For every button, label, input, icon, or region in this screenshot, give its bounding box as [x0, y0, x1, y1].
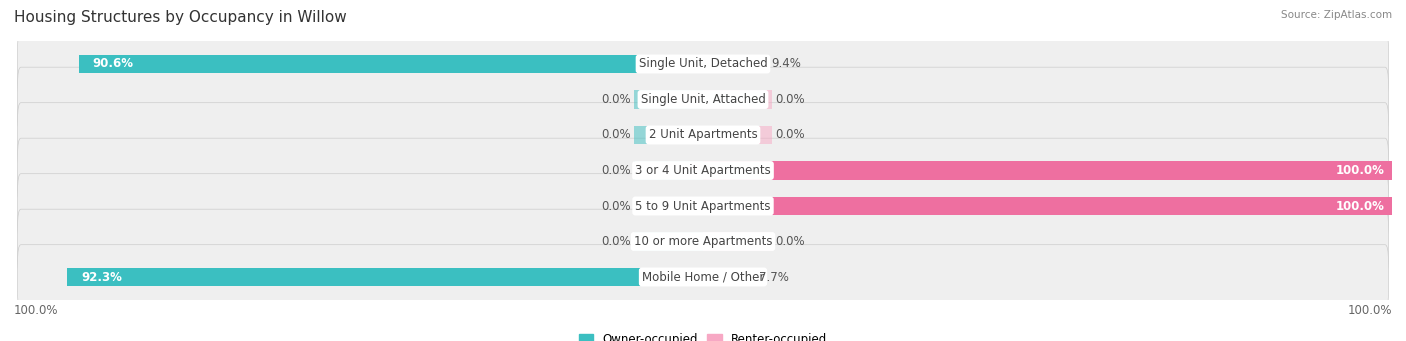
Text: Single Unit, Detached: Single Unit, Detached — [638, 58, 768, 71]
Text: Mobile Home / Other: Mobile Home / Other — [641, 270, 765, 283]
Bar — [634, 126, 703, 144]
Bar — [703, 126, 772, 144]
Text: Single Unit, Attached: Single Unit, Attached — [641, 93, 765, 106]
Text: 0.0%: 0.0% — [600, 199, 631, 212]
FancyBboxPatch shape — [17, 174, 1389, 238]
Legend: Owner-occupied, Renter-occupied: Owner-occupied, Renter-occupied — [574, 329, 832, 341]
FancyBboxPatch shape — [17, 245, 1389, 309]
Text: Housing Structures by Occupancy in Willow: Housing Structures by Occupancy in Willo… — [14, 10, 347, 25]
Text: 0.0%: 0.0% — [600, 93, 631, 106]
Text: 90.6%: 90.6% — [93, 58, 134, 71]
Bar — [634, 197, 703, 215]
Text: 0.0%: 0.0% — [775, 93, 806, 106]
Bar — [634, 161, 703, 180]
FancyBboxPatch shape — [17, 138, 1389, 203]
Text: 0.0%: 0.0% — [600, 164, 631, 177]
Text: 0.0%: 0.0% — [600, 129, 631, 142]
FancyBboxPatch shape — [17, 209, 1389, 274]
Bar — [703, 55, 768, 73]
Text: 9.4%: 9.4% — [772, 58, 801, 71]
Bar — [79, 55, 703, 73]
Bar — [703, 197, 1392, 215]
Text: 0.0%: 0.0% — [775, 235, 806, 248]
Text: 10 or more Apartments: 10 or more Apartments — [634, 235, 772, 248]
Bar — [67, 268, 703, 286]
Text: 100.0%: 100.0% — [1336, 199, 1385, 212]
Text: 5 to 9 Unit Apartments: 5 to 9 Unit Apartments — [636, 199, 770, 212]
Bar — [634, 232, 703, 251]
Text: 7.7%: 7.7% — [759, 270, 789, 283]
Text: 2 Unit Apartments: 2 Unit Apartments — [648, 129, 758, 142]
Text: 100.0%: 100.0% — [1336, 164, 1385, 177]
Bar — [703, 90, 772, 109]
FancyBboxPatch shape — [17, 67, 1389, 132]
Text: Source: ZipAtlas.com: Source: ZipAtlas.com — [1281, 10, 1392, 20]
Text: 92.3%: 92.3% — [82, 270, 122, 283]
Bar — [703, 161, 1392, 180]
Text: 0.0%: 0.0% — [775, 129, 806, 142]
Text: 100.0%: 100.0% — [14, 303, 59, 317]
FancyBboxPatch shape — [17, 32, 1389, 96]
Bar — [703, 232, 772, 251]
Bar — [634, 90, 703, 109]
FancyBboxPatch shape — [17, 103, 1389, 167]
Text: 0.0%: 0.0% — [600, 235, 631, 248]
Text: 3 or 4 Unit Apartments: 3 or 4 Unit Apartments — [636, 164, 770, 177]
Text: 100.0%: 100.0% — [1347, 303, 1392, 317]
Bar — [703, 268, 756, 286]
